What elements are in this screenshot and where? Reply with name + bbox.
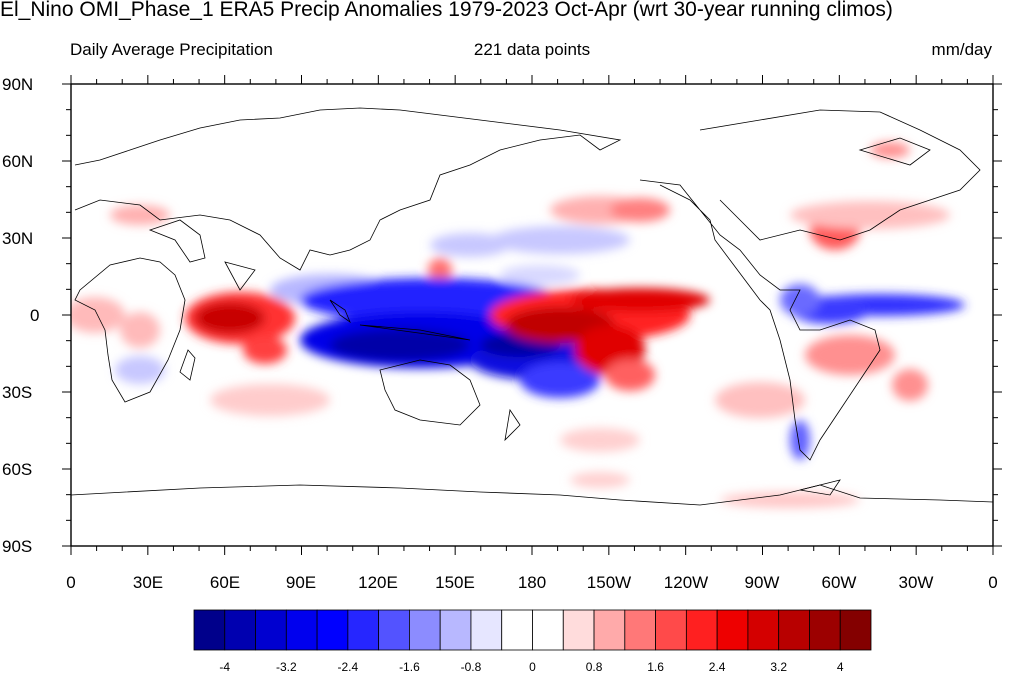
longitude-ticks [70,75,994,555]
colorbar-tick-label: -3.2 [275,660,297,674]
lon-label-150w: 150W [586,573,632,592]
lon-label-0-end: 0 [988,573,998,592]
colorbar-swatch [562,609,595,651]
lon-label-180: 180 [517,573,547,592]
colorbar-swatch [747,609,780,651]
anomaly-field [71,142,965,508]
colorbar-tick-label: 4 [836,660,844,674]
colorbar-swatch [655,609,687,651]
colorbar-swatch [839,609,872,651]
colorbar-swatch [624,609,656,651]
subtitle-left: Daily Average Precipitation [70,40,273,59]
colorbar-tick-label: -0.8 [460,660,482,674]
lat-label-60s: 60S [2,460,33,479]
colorbar-swatch [255,609,287,651]
colorbar-swatch [501,609,533,651]
units-label: mm/day [931,40,992,59]
colorbar-swatch [470,609,503,651]
colorbar [193,609,872,651]
colorbar-swatch [378,609,410,651]
colorbar-swatch [193,609,226,651]
subtitle-center: 221 data points [473,40,591,59]
colorbar-swatch [285,609,318,651]
lon-label-60e: 60E [209,573,241,592]
lon-label-150e: 150E [435,573,475,592]
colorbar-swatch [316,609,349,651]
lon-label-90w: 90W [744,573,780,592]
lon-label-0: 0 [66,573,76,592]
map-title: El_Nino OMI_Phase_1 ERA5 Precip Anomalie… [0,0,893,21]
colorbar-tick-label: 0 [529,660,536,674]
lon-label-90e: 90E [285,573,317,592]
lat-label-60n: 60N [2,152,34,171]
lat-label-30s: 30S [2,383,33,402]
coastlines [71,107,993,506]
colorbar-tick-label: 2.4 [708,660,726,674]
lat-label-eq: 0 [30,306,40,325]
colorbar-tick-label: 1.6 [647,660,664,674]
colorbar-tick-label: -2.4 [337,660,359,674]
colorbar-tick-label: -4 [219,660,231,674]
lat-label-30n: 30N [2,229,34,248]
colorbar-tick-label: 0.8 [585,660,603,674]
colorbar-swatch [716,609,749,651]
colorbar-swatch [593,609,626,651]
lat-label-90n: 90N [2,75,34,94]
colorbar-swatch [778,609,810,651]
lon-label-120w: 120W [663,573,709,592]
colorbar-swatch [809,609,841,651]
lon-label-60w: 60W [821,573,857,592]
colorbar-swatch [409,609,441,651]
lon-label-30e: 30E [132,573,164,592]
lon-label-120e: 120E [358,573,398,592]
colorbar-swatch [532,609,564,651]
colorbar-tick-label: 3.2 [770,660,788,674]
lon-label-30w: 30W [898,573,934,592]
colorbar-swatch [347,609,380,651]
colorbar-swatch [439,609,472,651]
lat-label-90s: 90S [2,537,33,556]
colorbar-swatch [685,609,718,651]
colorbar-swatch [224,609,256,651]
colorbar-tick-label: -1.6 [399,660,420,674]
latitude-ticks [62,83,1002,547]
